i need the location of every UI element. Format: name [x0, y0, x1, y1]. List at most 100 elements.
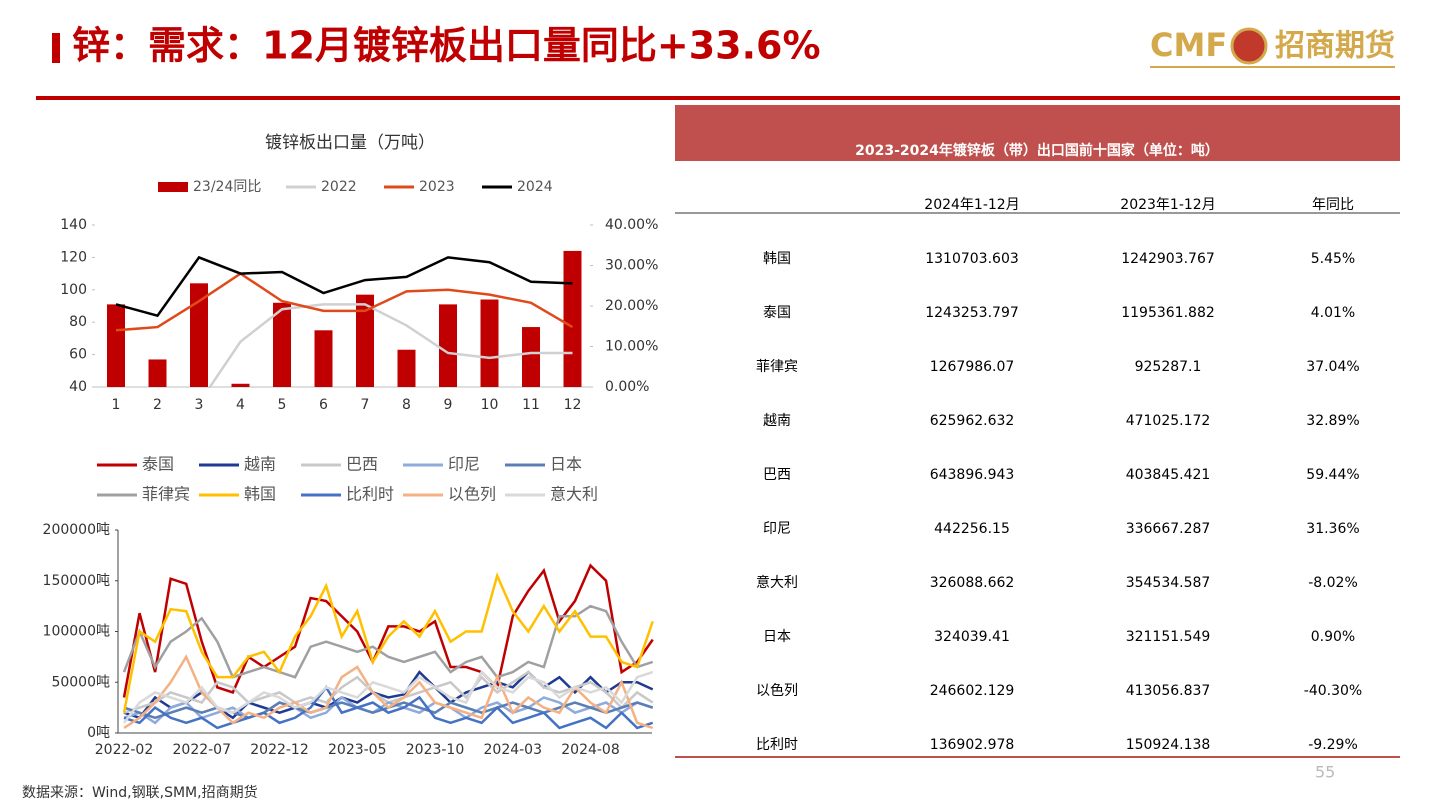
table-cell: 5.45% — [1311, 251, 1355, 267]
bar — [397, 349, 416, 387]
table-cell: 意大利 — [756, 574, 798, 591]
table-cell: 0.90% — [1311, 629, 1355, 645]
table-cell: 324039.41 — [934, 629, 1010, 645]
series-line — [123, 670, 654, 724]
table-cell: 354534.587 — [1126, 575, 1211, 591]
logo-rule — [1150, 66, 1395, 68]
bar — [107, 304, 125, 387]
x-tick-label: 2024-03 — [484, 742, 543, 758]
x-tick-label: 10 — [481, 397, 499, 413]
legend-label: 泰国 — [142, 455, 174, 474]
logo-name: 招商期货 — [1275, 29, 1395, 64]
table-cell: 925287.1 — [1135, 359, 1202, 375]
table-header: 年同比 — [1312, 197, 1354, 213]
bar — [314, 330, 333, 387]
x-tick-label: 2024-08 — [561, 742, 620, 758]
table-cell: 150924.138 — [1126, 737, 1211, 753]
bar — [273, 302, 291, 387]
x-tick-label: 11 — [522, 397, 540, 413]
y-tick-label: 140 — [60, 217, 87, 233]
table-cell: 471025.172 — [1126, 413, 1211, 429]
table-cell: 413056.837 — [1126, 683, 1211, 699]
legend-label: 2022 — [321, 179, 357, 195]
table-cell: 韩国 — [763, 251, 791, 267]
table-cell: 321151.549 — [1126, 629, 1211, 645]
x-tick-label: 2022-02 — [95, 742, 154, 758]
table-cell: 31.36% — [1306, 521, 1359, 537]
bar — [480, 299, 499, 387]
x-tick-label: 5 — [278, 397, 287, 413]
legend-label: 2023 — [419, 179, 455, 195]
y-tick-label: 150000吨 — [43, 573, 110, 589]
series-line — [115, 255, 573, 318]
table-header: 2023年1-12月 — [1120, 197, 1215, 213]
header-rule — [36, 96, 1400, 100]
y-tick-label: 80 — [69, 314, 87, 330]
table-title-band — [675, 105, 1400, 161]
table-header: 2024年1-12月 — [924, 197, 1019, 213]
y-tick-label: 200000吨 — [43, 522, 110, 538]
x-tick-label: 1 — [112, 397, 121, 413]
x-tick-label: 3 — [195, 397, 204, 413]
table-cell: 越南 — [763, 413, 791, 429]
legend-label: 意大利 — [550, 485, 598, 504]
y2-tick-label: 0.00% — [605, 379, 649, 395]
table-cell: 59.44% — [1306, 467, 1359, 483]
y2-tick-label: 10.00% — [605, 339, 658, 355]
table-cell: -40.30% — [1304, 683, 1362, 699]
page-number: 55 — [1315, 763, 1335, 782]
series-line — [122, 563, 654, 698]
legend-label: 日本 — [550, 455, 582, 474]
table-cell: 1242903.767 — [1121, 251, 1215, 267]
legend-label: 2024 — [517, 179, 553, 195]
table-cell: 比利时 — [756, 737, 798, 753]
logo-text: CMF — [1150, 26, 1227, 64]
table-cell: 37.04% — [1306, 359, 1359, 375]
table-cell: 1243253.797 — [925, 305, 1019, 321]
legend-label: 以色列 — [448, 485, 496, 504]
table-cell: 326088.662 — [930, 575, 1015, 591]
bar — [563, 250, 582, 387]
table-title: 2023-2024年镀锌板（带）出口国前十国家（单位：吨） — [855, 142, 1219, 159]
table-cell: 32.89% — [1306, 413, 1359, 429]
table-cell: 以色列 — [756, 682, 798, 699]
legend-swatch — [158, 182, 188, 192]
bar — [356, 294, 374, 387]
y2-tick-label: 30.00% — [605, 258, 658, 274]
y-tick-label: 60 — [69, 347, 87, 363]
table-cell: 625962.632 — [930, 413, 1015, 429]
table-cell: 菲律宾 — [756, 359, 798, 375]
plot-area — [107, 250, 582, 388]
y-tick-label: 0吨 — [87, 725, 110, 741]
x-tick-label: 2023-05 — [328, 742, 387, 758]
legend-label: 韩国 — [244, 485, 276, 504]
legend-label: 菲律宾 — [142, 485, 190, 504]
table-cell: 泰国 — [763, 305, 791, 321]
y-tick-label: 50000吨 — [51, 674, 110, 690]
table-cell: -8.02% — [1308, 575, 1358, 591]
legend-label: 越南 — [244, 455, 276, 474]
x-tick-label: 4 — [236, 397, 245, 413]
series-line — [207, 303, 573, 388]
bar — [190, 283, 208, 387]
table-cell: 643896.943 — [930, 467, 1015, 483]
table-cell: 日本 — [763, 629, 791, 645]
table-cell: 巴西 — [763, 467, 791, 483]
y-tick-label: 100000吨 — [43, 624, 110, 640]
title-accent — [52, 33, 60, 63]
y2-tick-label: 20.00% — [605, 298, 658, 314]
table-cell: 136902.978 — [930, 737, 1015, 753]
series-line — [122, 571, 654, 713]
x-tick-label: 2 — [153, 397, 162, 413]
table-cell: -9.29% — [1308, 737, 1358, 753]
y-tick-label: 120 — [60, 249, 87, 265]
source-note: 数据来源：Wind,钢联,SMM,招商期货 — [22, 784, 258, 801]
table-cell: 印尼 — [763, 521, 791, 537]
x-tick-label: 8 — [402, 397, 411, 413]
table-cell: 1195361.882 — [1121, 305, 1215, 321]
bar — [522, 327, 540, 387]
x-tick-label: 9 — [444, 397, 453, 413]
y-tick-label: 40 — [69, 379, 87, 395]
legend-label: 比利时 — [346, 485, 394, 504]
x-tick-label: 2022-12 — [250, 742, 309, 758]
